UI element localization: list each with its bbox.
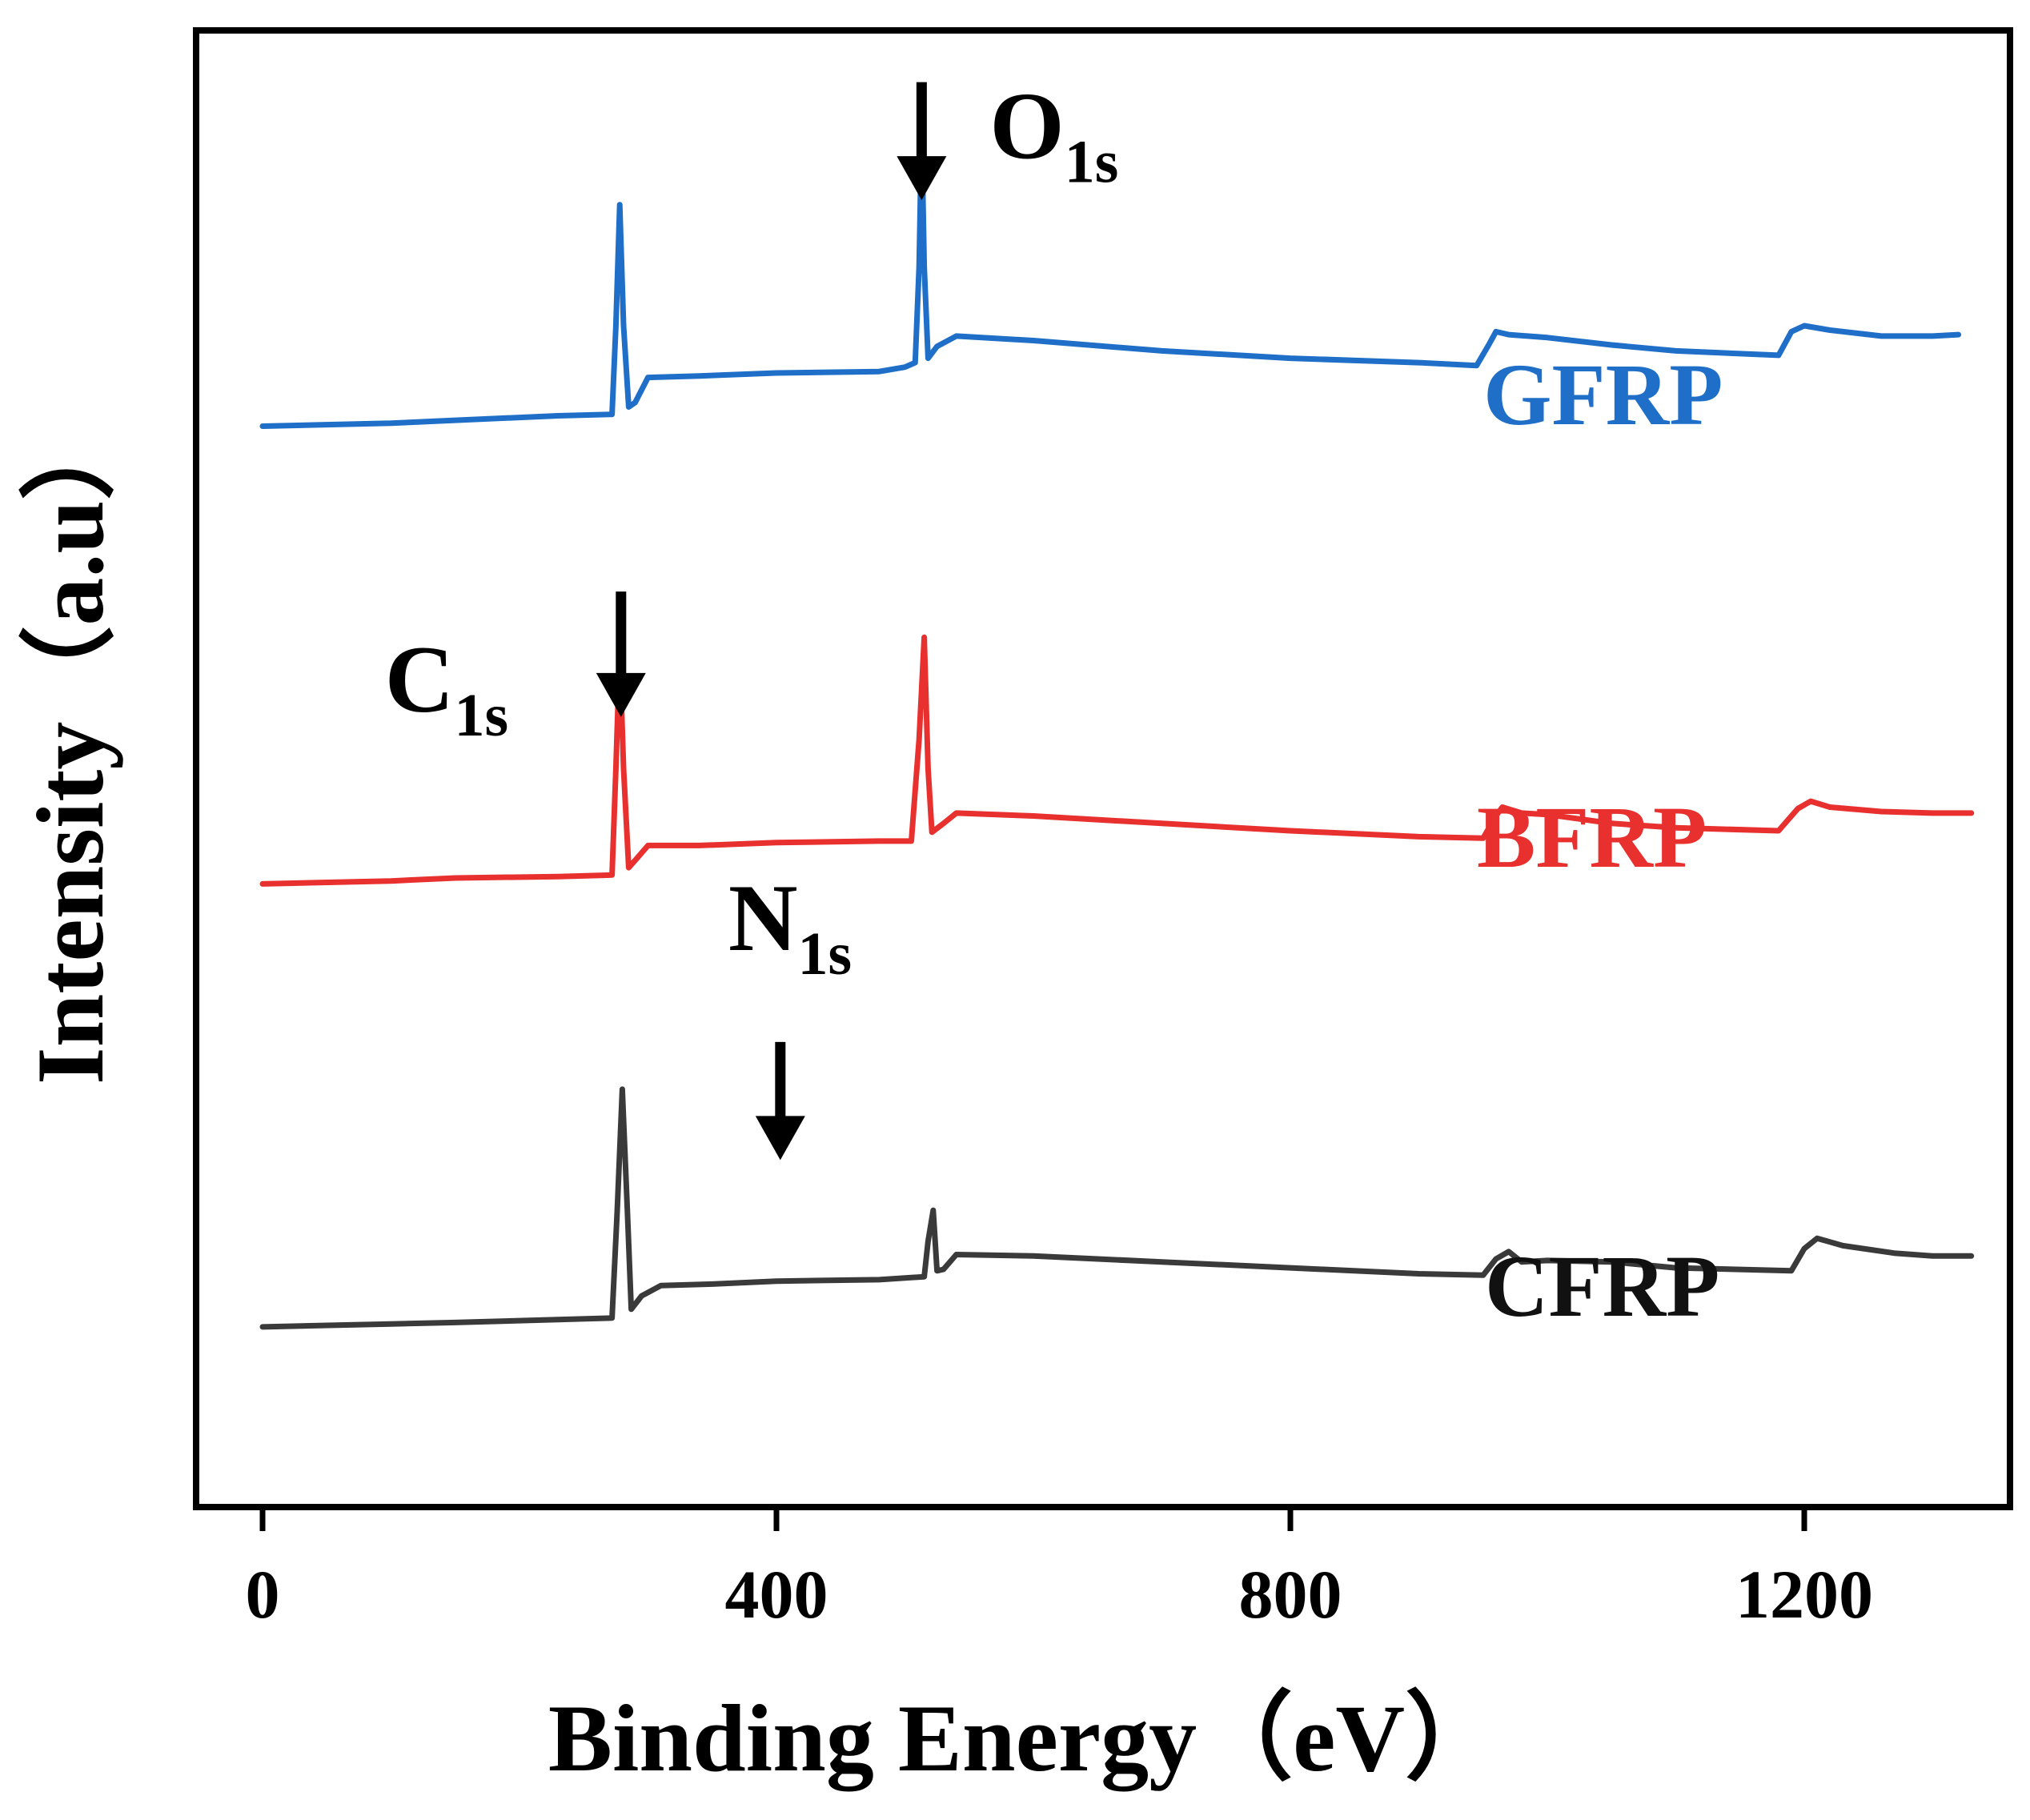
plot-frame: [193, 27, 2013, 1510]
peak-label-c1s: C1s: [385, 626, 508, 749]
series-line-bfrp: [259, 634, 1975, 887]
x-tick-label-400: 400: [725, 1556, 828, 1633]
arrow-down-icon: [755, 1116, 805, 1161]
series-label-bfrp: BFRP: [1477, 788, 1707, 886]
x-axis-ticks: 0 400 800 1200: [246, 1510, 1873, 1633]
y-axis-title: Intensity（a.u）: [17, 404, 123, 1084]
peak-label-o1s: O1s: [989, 73, 1118, 196]
series-label-cfrp: CFRP: [1485, 1237, 1719, 1335]
x-tick-label-0: 0: [246, 1556, 280, 1633]
x-tick-label-800: 800: [1239, 1556, 1342, 1633]
annotation-c1s: C1s: [385, 591, 646, 749]
arrow-down-icon: [596, 672, 646, 717]
annotation-n1s: N1s: [728, 864, 852, 1161]
series-line-cfrp: [259, 1086, 1975, 1330]
x-axis-title: Binding Energy（eV）: [548, 1685, 1501, 1792]
peak-annotations: O1s C1s N1s: [385, 73, 1118, 1161]
annotation-o1s: O1s: [897, 73, 1118, 201]
x-tick-label-1200: 1200: [1735, 1556, 1873, 1633]
peak-label-n1s: N1s: [728, 864, 852, 988]
arrow-down-icon: [897, 156, 947, 201]
series-label-gfrp: GFRP: [1483, 346, 1723, 443]
series-layer: [259, 125, 1975, 1330]
series-line-gfrp: [259, 125, 1962, 429]
